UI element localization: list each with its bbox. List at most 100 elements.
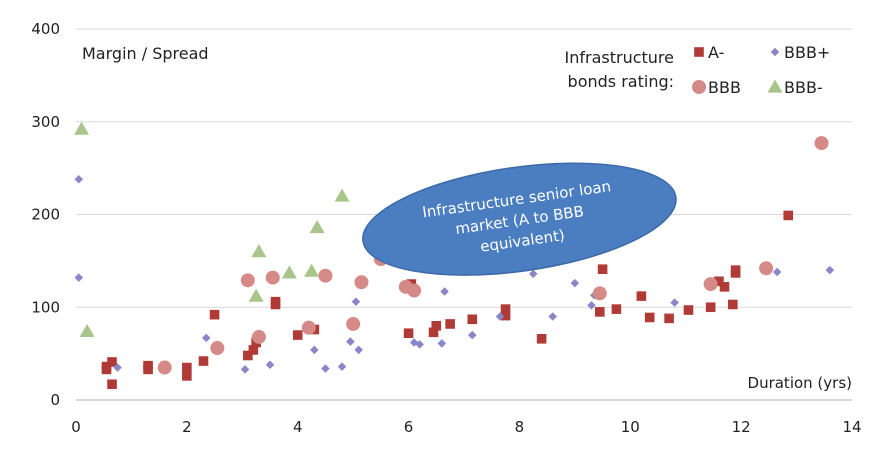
x-axis-label: Duration (yrs)	[748, 374, 852, 392]
legend-marker	[694, 47, 704, 57]
data-point-bbb-plus	[825, 265, 835, 275]
data-point-a-minus	[595, 307, 605, 317]
data-point-a-minus	[445, 319, 455, 329]
legend: Infrastructure bonds rating: A- BBB+ BBB BB…	[565, 43, 831, 97]
data-point-bbb-plus	[548, 312, 557, 321]
data-point-a-minus	[611, 304, 622, 314]
data-point-a-minus	[270, 299, 281, 310]
data-point-bbb	[592, 286, 607, 301]
legend-label: A-	[708, 43, 724, 62]
data-point-bbb-plus	[354, 345, 363, 355]
data-point-bbb-plus	[440, 287, 449, 296]
y-tick-label: 100	[31, 298, 60, 316]
data-point-bbb-plus	[468, 330, 477, 340]
data-point-bbb-minus	[74, 121, 90, 135]
data-point-bbb	[318, 268, 333, 283]
data-point-bbb	[157, 360, 172, 375]
data-point-a-minus	[500, 304, 511, 314]
data-point-a-minus	[719, 282, 730, 292]
data-point-bbb-plus	[415, 340, 424, 349]
legend-items: A- BBB+ BBB BBB-	[692, 43, 830, 97]
y-tick-label: 0	[50, 391, 60, 409]
data-point-bbb-plus	[351, 297, 361, 306]
data-point-bbb	[814, 136, 829, 151]
x-tick-label: 12	[732, 418, 751, 436]
data-point-bbb-plus	[495, 312, 505, 321]
data-point-bbb-plus	[321, 364, 330, 373]
data-point-bbb-minus	[281, 265, 297, 279]
data-point-bbb	[210, 341, 225, 356]
data-point-a-minus	[182, 362, 192, 373]
data-point-bbb-plus	[201, 333, 211, 343]
data-point-bbb	[240, 273, 255, 288]
data-point-a-minus	[101, 361, 112, 372]
data-point-bbb	[301, 320, 316, 335]
data-point-a-minus	[636, 291, 647, 301]
data-point-a-minus	[536, 333, 547, 344]
data-point-bbb	[265, 270, 280, 285]
data-point-bbb-plus	[265, 360, 275, 370]
x-tick-label: 0	[71, 418, 81, 436]
data-point-a-minus	[664, 313, 674, 324]
annotation-ellipse	[362, 162, 677, 276]
x-tick-label: 14	[842, 418, 861, 436]
data-point-bbb-plus	[113, 363, 122, 372]
legend-label: BBB-	[784, 78, 823, 97]
data-point-bbb	[759, 261, 774, 276]
data-point-a-minus	[292, 330, 303, 340]
data-point-bbb-minus	[309, 219, 325, 234]
data-point-a-minus	[683, 305, 694, 315]
y-tick-labels: 0 100 200 300 400	[31, 20, 60, 409]
data-point-a-minus	[705, 302, 716, 313]
legend-label: BBB+	[784, 43, 830, 62]
data-point-bbb-minus	[304, 263, 320, 277]
gridlines	[76, 28, 852, 308]
data-point-a-minus	[428, 327, 439, 338]
data-point-a-minus	[467, 314, 478, 325]
data-point-a-minus	[107, 357, 117, 367]
data-point-bbb	[703, 277, 718, 292]
data-point-bbb-plus	[529, 269, 538, 279]
data-point-a-minus	[248, 345, 259, 355]
legend-label: BBB	[708, 78, 741, 97]
y-axis-label: Margin / Spread	[82, 44, 209, 63]
x-tick-label: 10	[621, 418, 640, 436]
data-point-a-minus	[730, 265, 741, 275]
data-point-bbb-plus	[437, 339, 447, 348]
data-point-bbb-minus	[251, 244, 267, 258]
data-point-bbb	[407, 283, 422, 298]
data-point-a-minus	[107, 379, 117, 390]
data-point-a-minus	[182, 371, 192, 381]
y-tick-label: 400	[31, 20, 60, 38]
legend-title-line2: bonds rating:	[568, 72, 674, 91]
legend-marker	[692, 80, 706, 94]
data-point-bbb-plus	[74, 273, 84, 282]
data-point-bbb-minus	[334, 188, 350, 202]
data-point-a-minus	[431, 321, 442, 331]
data-point-bbb-plus	[346, 337, 355, 346]
data-point-a-minus	[597, 264, 608, 275]
legend-marker	[767, 79, 783, 93]
x-tick-labels: 0 2 4 6 8 10 12 14	[71, 418, 861, 436]
y-tick-label: 200	[31, 206, 60, 224]
data-point-a-minus	[500, 310, 511, 321]
data-point-bbb-minus	[248, 288, 264, 302]
x-tick-label: 4	[293, 418, 303, 436]
data-point-a-minus	[714, 276, 724, 287]
data-point-bbb	[251, 329, 266, 344]
data-point-a-minus	[243, 350, 253, 361]
data-point-a-minus	[644, 312, 655, 323]
x-tick-label: 6	[404, 418, 414, 436]
data-point-bbb-plus	[570, 278, 580, 288]
data-point-bbb-plus	[337, 362, 347, 371]
data-point-bbb-plus	[772, 267, 782, 277]
data-point-bbb-plus	[587, 301, 596, 310]
data-point-a-minus	[728, 299, 738, 310]
y-tick-label: 300	[31, 113, 60, 131]
data-point-bbb	[354, 275, 369, 290]
data-point-bbb-plus	[74, 174, 84, 184]
data-point-a-minus	[209, 309, 220, 320]
data-point-a-minus	[198, 356, 209, 366]
x-tick-label: 8	[515, 418, 525, 436]
